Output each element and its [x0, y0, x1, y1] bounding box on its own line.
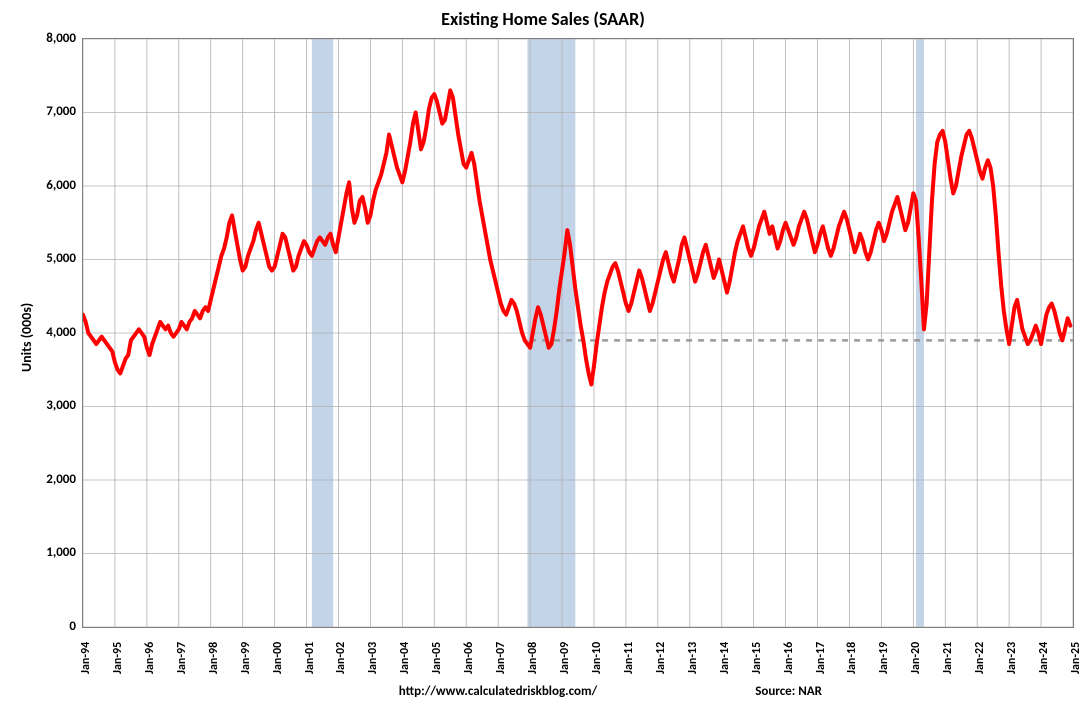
x-tick-label: Jan-01 — [303, 642, 317, 674]
y-tick-label: 1,000 — [26, 545, 76, 560]
x-tick-label: Jan-24 — [1037, 642, 1051, 674]
x-tick-label: Jan-00 — [271, 642, 285, 674]
x-tick-label: Jan-12 — [654, 642, 668, 674]
y-tick-label: 2,000 — [26, 472, 76, 487]
x-tick-label: Jan-03 — [366, 642, 380, 674]
x-tick-label: Jan-98 — [207, 642, 221, 674]
x-tick-label: Jan-08 — [526, 642, 540, 674]
x-tick-label: Jan-14 — [718, 642, 732, 674]
x-tick-label: Jan-13 — [686, 642, 700, 674]
x-tick-label: Jan-96 — [143, 642, 157, 674]
x-tick-label: Jan-07 — [494, 642, 508, 674]
x-tick-label: Jan-18 — [845, 642, 859, 674]
chart-svg — [83, 39, 1073, 627]
y-tick-label: 0 — [26, 619, 76, 634]
y-tick-label: 3,000 — [26, 398, 76, 413]
x-tick-label: Jan-15 — [750, 642, 764, 674]
y-tick-label: 5,000 — [26, 251, 76, 266]
x-tick-label: Jan-23 — [1005, 642, 1019, 674]
chart-title: Existing Home Sales (SAAR) — [0, 8, 1086, 30]
x-tick-label: Jan-16 — [782, 642, 796, 674]
x-tick-label: Jan-22 — [973, 642, 987, 674]
y-tick-label: 6,000 — [26, 178, 76, 193]
footer-source: Source: NAR — [755, 684, 822, 699]
x-tick-label: Jan-99 — [239, 642, 253, 674]
x-tick-label: Jan-05 — [430, 642, 444, 674]
x-tick-label: Jan-20 — [909, 642, 923, 674]
footer-url: http://www.calculatedriskblog.com/ — [399, 684, 597, 699]
x-tick-label: Jan-10 — [590, 642, 604, 674]
x-tick-label: Jan-11 — [622, 642, 636, 674]
x-tick-label: Jan-09 — [558, 642, 572, 674]
x-tick-label: Jan-95 — [111, 642, 125, 674]
x-tick-label: Jan-17 — [814, 642, 828, 674]
plot-area — [82, 38, 1074, 628]
y-tick-label: 8,000 — [26, 31, 76, 46]
y-tick-label: 4,000 — [26, 325, 76, 340]
x-tick-label: Jan-94 — [79, 642, 93, 674]
y-tick-label: 7,000 — [26, 104, 76, 119]
x-tick-label: Jan-21 — [941, 642, 955, 674]
x-tick-label: Jan-25 — [1069, 642, 1083, 674]
x-tick-label: Jan-04 — [398, 642, 412, 674]
x-tick-label: Jan-06 — [462, 642, 476, 674]
x-tick-label: Jan-19 — [877, 642, 891, 674]
x-tick-label: Jan-97 — [175, 642, 189, 674]
x-tick-label: Jan-02 — [334, 642, 348, 674]
chart-container: Existing Home Sales (SAAR) Units (000s) … — [0, 0, 1086, 714]
